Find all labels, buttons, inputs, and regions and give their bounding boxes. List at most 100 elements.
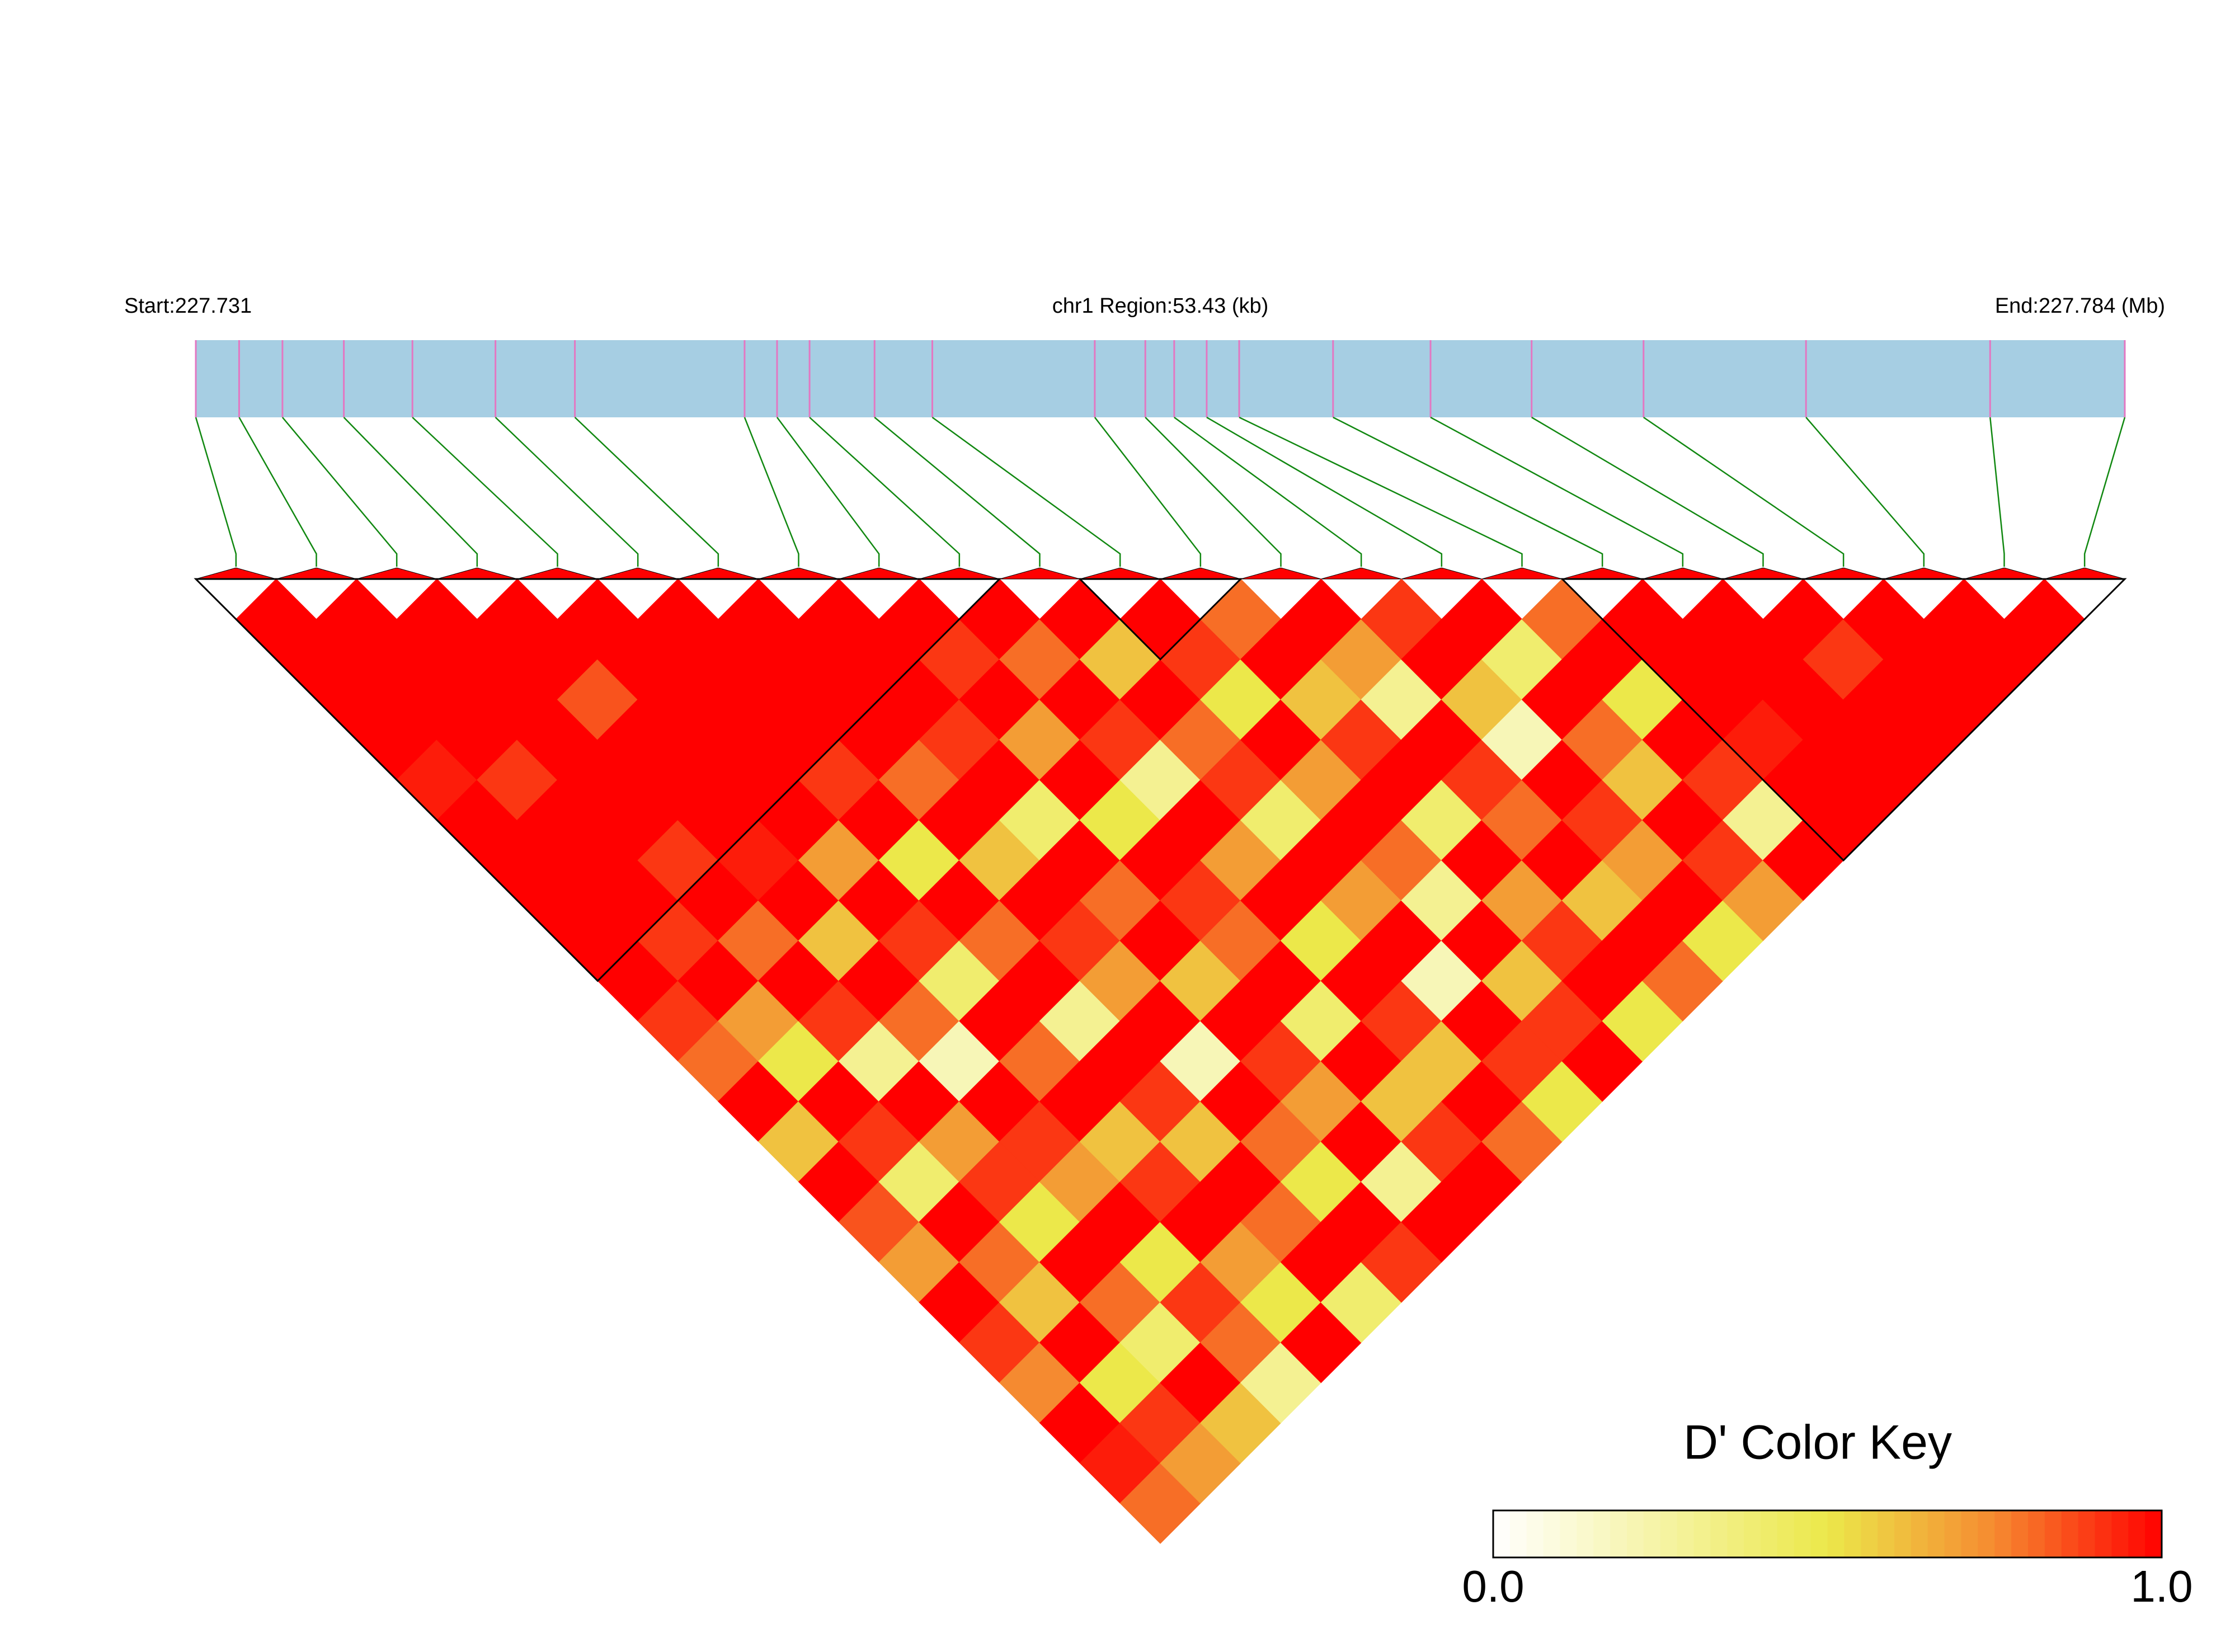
snp-connector	[343, 417, 478, 567]
color-key-tick-label: 0.0	[1462, 1561, 1524, 1611]
diagonal-cell	[839, 567, 920, 580]
color-key-step	[2128, 1510, 2146, 1557]
color-key-step	[1761, 1510, 1778, 1557]
color-key-step	[1710, 1510, 1728, 1557]
color-key-step	[1610, 1510, 1627, 1557]
diagonal-cell	[1803, 567, 1884, 580]
region-title: chr1 Region:53.43 (kb)	[1052, 294, 1269, 318]
snp-connector	[281, 417, 398, 567]
ld-block	[194, 578, 1002, 982]
snp-connector	[495, 417, 639, 567]
color-key-step	[1526, 1510, 1544, 1557]
color-key-step	[1593, 1510, 1611, 1557]
color-key-title: D' Color Key	[1683, 1416, 1952, 1470]
color-key-step	[2061, 1510, 2079, 1557]
snp-connector	[1430, 416, 1684, 567]
color-key-step	[1927, 1510, 1945, 1557]
diagonal-cell	[919, 567, 1000, 580]
color-key-step	[2028, 1510, 2045, 1557]
start-label: Start:227.731	[124, 294, 252, 318]
end-label: End:227.784 (Mb)	[1995, 294, 2165, 318]
color-key-step	[1810, 1510, 1828, 1557]
color-key-step	[1878, 1510, 1895, 1557]
snp-connector	[195, 417, 237, 567]
diagonal-cell	[2044, 567, 2125, 580]
snp-connector	[1531, 416, 1764, 567]
color-key-step	[1577, 1510, 1594, 1557]
color-key-step	[1744, 1510, 1761, 1557]
diagonal-cell	[1321, 567, 1402, 580]
color-key-frame	[1492, 1509, 2163, 1559]
diagonal-cell	[356, 567, 437, 580]
diagonal-cell	[1883, 567, 1964, 580]
snp-connector	[1174, 416, 1362, 567]
diagonal-cell	[999, 567, 1080, 580]
diagonal-cell	[1964, 567, 2045, 580]
snp-connector	[931, 416, 1121, 567]
snp-connector	[1805, 417, 1925, 567]
color-key-step	[1827, 1510, 1845, 1557]
snp-connector	[874, 417, 1041, 567]
diagonal-cell	[758, 567, 839, 580]
diagonal-cell	[276, 567, 357, 580]
snp-connector	[1333, 416, 1603, 567]
color-key-step	[2011, 1510, 2029, 1557]
diagonal-cell	[195, 567, 276, 580]
diagonal-cell	[1562, 567, 1643, 580]
diagonal-cell	[677, 567, 759, 580]
color-key-step	[2145, 1510, 2162, 1557]
color-key-step	[1944, 1510, 1962, 1557]
color-key-step	[2095, 1510, 2112, 1557]
snp-connector	[1094, 417, 1202, 567]
color-key-step	[1560, 1510, 1578, 1557]
color-key-step	[2111, 1510, 2129, 1557]
region-bar	[196, 340, 2125, 417]
snp-connector	[238, 417, 317, 567]
ld-block	[1560, 578, 2127, 862]
snp-connector	[1239, 416, 1523, 567]
snp-connector	[1145, 417, 1282, 567]
color-key-step	[1543, 1510, 1561, 1557]
snp-connector	[809, 417, 961, 567]
color-key-tick-label: 1.0	[2130, 1561, 2192, 1611]
color-key-step	[1660, 1510, 1678, 1557]
snp-connector	[1206, 416, 1443, 567]
color-key-step	[1627, 1510, 1644, 1557]
snp-connector	[1989, 417, 2005, 567]
diagonal-cell	[1401, 567, 1482, 580]
diagonal-cell	[1160, 567, 1241, 580]
color-key-step	[1777, 1510, 1795, 1557]
snp-connector	[776, 417, 880, 567]
color-key-step	[1727, 1510, 1745, 1557]
diagonal-cell	[1481, 567, 1563, 580]
color-key-step	[1794, 1510, 1811, 1557]
color-key-step	[2044, 1510, 2062, 1557]
diagonal-cell	[436, 567, 517, 580]
color-key-step	[1493, 1510, 1511, 1557]
diagonal-cell	[1642, 567, 1723, 580]
color-key-step	[1861, 1510, 1879, 1557]
ld-block	[1077, 578, 1243, 661]
diagonal-cell	[1240, 567, 1321, 580]
color-key-step	[1978, 1510, 1996, 1557]
diagonal-cell	[1723, 567, 1804, 580]
color-key-step	[2078, 1510, 2096, 1557]
snp-connector	[744, 417, 799, 567]
color-key-step	[1994, 1510, 2012, 1557]
snp-connector	[2083, 417, 2126, 567]
color-key-step	[1844, 1510, 1862, 1557]
diagonal-cell	[1080, 567, 1161, 580]
color-key-step	[1961, 1510, 1979, 1557]
diagonal-cell	[517, 567, 598, 580]
snp-connector	[574, 417, 719, 567]
diagonal-cell	[597, 567, 679, 580]
color-key-step	[1677, 1510, 1695, 1557]
color-key-step	[1643, 1510, 1661, 1557]
color-key-step	[1894, 1510, 1912, 1557]
color-key-step	[1911, 1510, 1928, 1557]
color-key-step	[1509, 1510, 1527, 1557]
snp-connector	[1643, 416, 1845, 567]
color-key-step	[1693, 1510, 1711, 1557]
snp-connector	[412, 417, 558, 567]
